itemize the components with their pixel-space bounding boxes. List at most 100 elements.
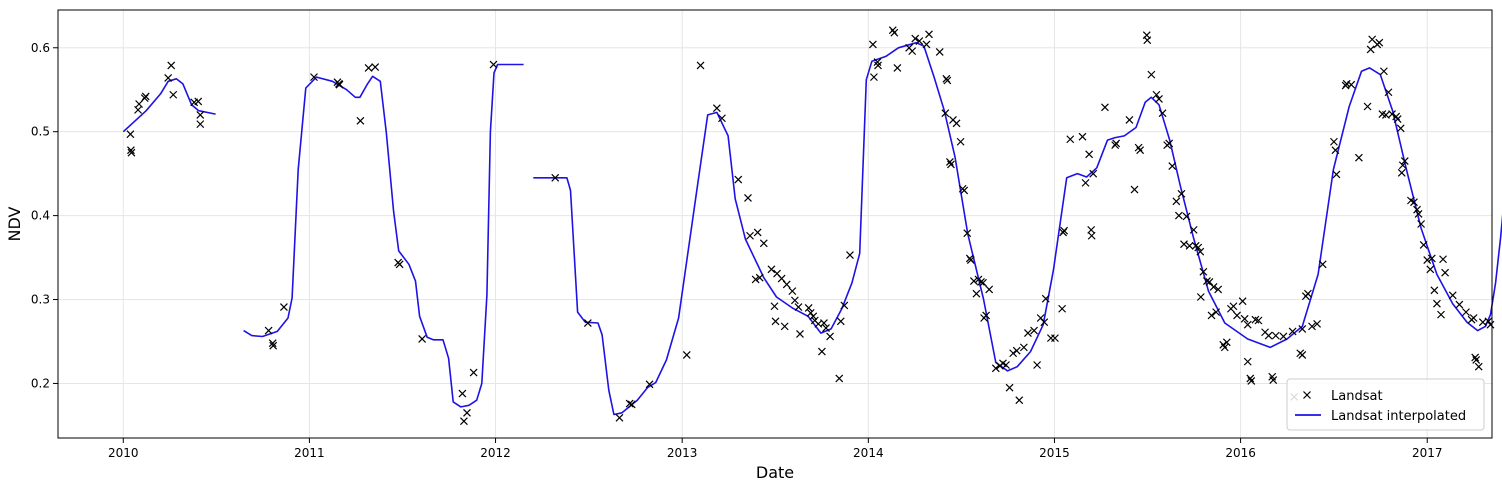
landsat-point	[755, 273, 764, 282]
landsat-points-layer	[126, 26, 1495, 426]
landsat-point	[1243, 320, 1252, 329]
landsat-point	[625, 399, 634, 408]
x-tick-label: 2014	[853, 446, 884, 460]
landsat-point	[1112, 139, 1121, 148]
landsat-point	[908, 47, 917, 56]
landsat-point	[194, 97, 203, 106]
landsat-point	[1015, 396, 1024, 405]
landsat-point	[1051, 334, 1059, 343]
landsat-point	[1329, 137, 1338, 146]
landsat-point	[1240, 314, 1249, 323]
landsat-point	[1279, 332, 1288, 341]
landsat-point	[1019, 343, 1028, 352]
landsat-point	[712, 104, 721, 113]
landsat-point	[836, 317, 845, 326]
landsat-point	[1331, 146, 1340, 155]
landsat-point	[126, 130, 135, 139]
landsat-point	[840, 301, 849, 310]
x-tick-label: 2016	[1225, 446, 1256, 460]
landsat-point	[1214, 285, 1223, 294]
landsat-point	[972, 289, 981, 298]
landsat-point	[164, 74, 173, 82]
landsat-point	[943, 76, 952, 85]
landsat-point	[1427, 254, 1436, 263]
landsat-point	[888, 26, 897, 35]
landsat-point	[1264, 331, 1273, 340]
landsat-point	[1298, 350, 1307, 359]
landsat-point	[1165, 139, 1174, 148]
landsat-point	[820, 319, 828, 327]
landsat-point	[1194, 243, 1203, 252]
landsat-point	[1354, 153, 1363, 162]
landsat-point	[874, 61, 882, 70]
landsat-point	[1233, 311, 1241, 320]
landsat-point	[1430, 286, 1439, 295]
y-axis-title: NDV	[5, 206, 24, 241]
interpolated-line-segment	[122, 78, 216, 133]
landsat-point	[1180, 240, 1188, 249]
x-tick-label: 2015	[1039, 446, 1070, 460]
landsat-point	[1078, 132, 1087, 141]
landsat-point	[1471, 353, 1480, 362]
y-tick-label: 0.6	[31, 41, 50, 55]
landsat-point	[1318, 260, 1327, 269]
landsat-point	[310, 73, 318, 82]
legend-marker-landsat	[1303, 391, 1311, 399]
landsat-point	[1219, 340, 1228, 349]
landsat-point	[1393, 115, 1402, 124]
landsat-point	[1033, 361, 1042, 369]
landsat-point	[551, 173, 560, 182]
landsat-point	[790, 296, 799, 305]
landsat-point	[935, 48, 944, 56]
landsat-point	[682, 350, 691, 359]
landsat-point	[126, 146, 135, 155]
landsat-point	[960, 186, 969, 195]
landsat-point	[826, 332, 834, 341]
landsat-point	[1147, 70, 1156, 79]
landsat-point	[645, 380, 654, 389]
plot-frame	[57, 9, 1493, 439]
landsat-point	[1332, 170, 1341, 179]
landsat-point	[196, 120, 205, 129]
landsat-point	[169, 90, 178, 99]
landsat-point	[941, 109, 950, 118]
landsat-point	[1085, 150, 1094, 159]
landsat-point	[915, 37, 924, 45]
landsat-point	[767, 265, 776, 274]
landsat-point	[127, 148, 136, 157]
landsat-point	[583, 319, 592, 327]
legend-box	[1286, 378, 1485, 431]
landsat-point	[268, 339, 277, 348]
landsat-point	[1152, 90, 1161, 99]
landsat-point	[890, 28, 899, 37]
landsat-point	[1441, 268, 1450, 277]
landsat-point	[804, 303, 813, 312]
landsat-point	[1009, 349, 1018, 358]
landsat-point	[1419, 241, 1428, 249]
landsat-point	[963, 229, 972, 238]
landsat-point	[893, 63, 902, 72]
interpolated-line-segment	[243, 63, 524, 408]
landsat-point	[1439, 255, 1447, 264]
landsat-point	[1313, 319, 1322, 328]
landsat-point	[1455, 300, 1464, 309]
landsat-point	[1125, 116, 1134, 124]
landsat-point	[1423, 256, 1432, 265]
landsat-point	[167, 61, 176, 70]
landsat-point	[1410, 198, 1418, 207]
landsat-point	[1254, 316, 1263, 325]
landsat-point	[1474, 362, 1483, 371]
landsat-point	[1002, 361, 1010, 369]
landsat-point	[1196, 293, 1205, 301]
interpolated-line-layer	[122, 41, 1502, 416]
landsat-point	[395, 260, 404, 269]
landsat-point	[1101, 103, 1109, 112]
landsat-point	[1189, 225, 1198, 234]
landsat-point	[463, 408, 471, 417]
landsat-point	[364, 63, 373, 72]
landsat-point	[794, 303, 803, 312]
landsat-point	[1143, 36, 1152, 45]
landsat-point	[822, 324, 830, 332]
landsat-point	[1400, 157, 1409, 165]
